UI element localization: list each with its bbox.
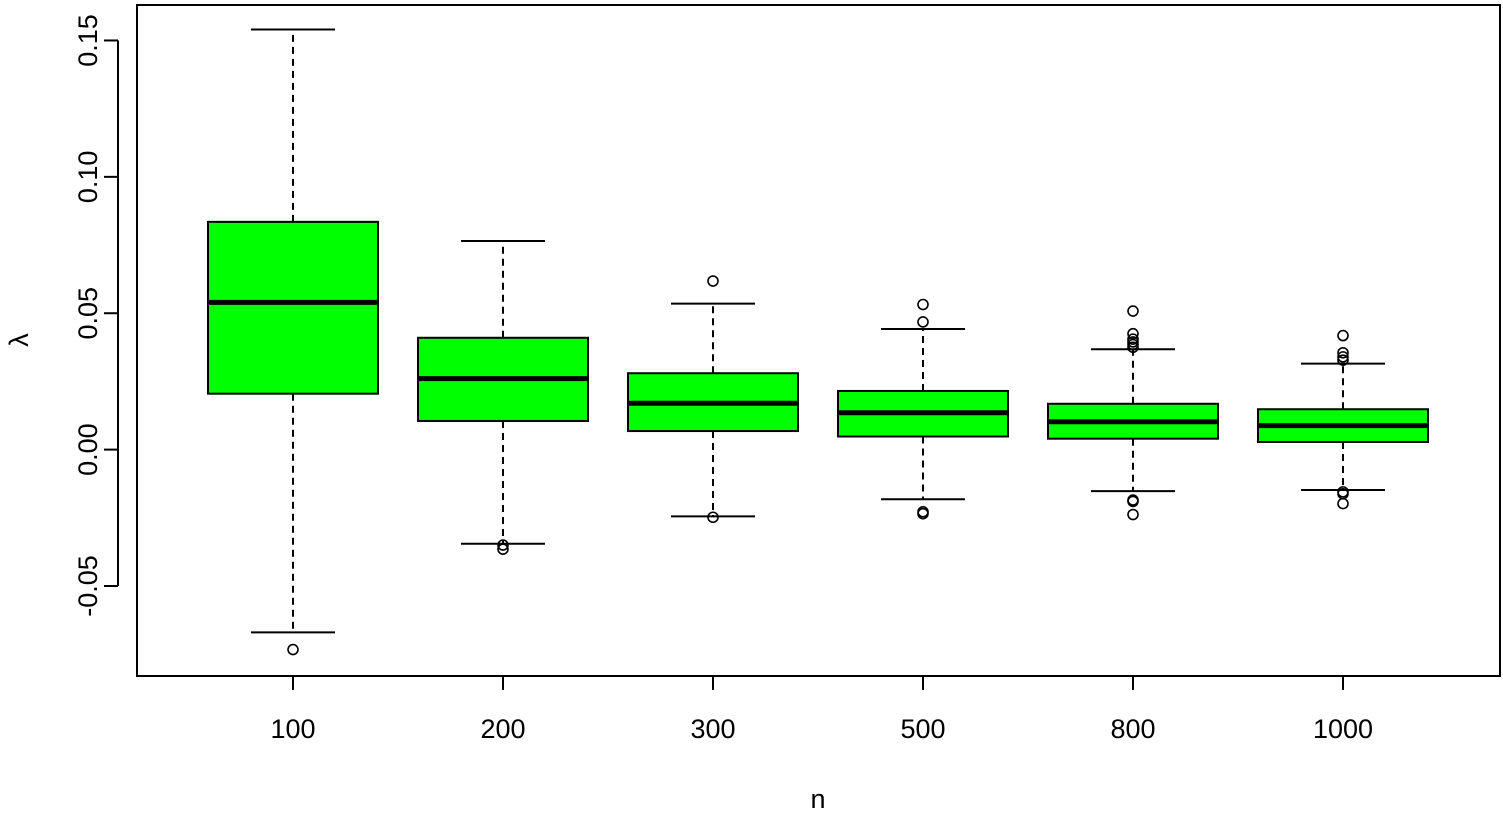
y-tick-label: 0.10 [73, 151, 103, 204]
x-tick-label: 100 [270, 714, 315, 744]
x-tick-label: 500 [900, 714, 945, 744]
outlier-point [1337, 354, 1349, 366]
box-iqr [207, 220, 379, 395]
outlier-point [1127, 495, 1139, 508]
y-tick-label: 0.05 [73, 287, 103, 340]
box-group-800 [1047, 305, 1219, 521]
outlier-point [707, 275, 719, 287]
outlier-point [1337, 329, 1349, 342]
outlier-point [917, 298, 929, 311]
y-tick-label: 0.15 [73, 14, 103, 67]
outlier-point [1337, 346, 1349, 359]
outlier-point [707, 511, 719, 524]
outlier-point [917, 316, 929, 328]
box-group-1000 [1257, 329, 1429, 510]
box-group-300 [627, 275, 799, 524]
outlier-point [1127, 341, 1139, 354]
outlier-point [497, 539, 509, 551]
outlier-point [917, 507, 929, 520]
box-group-200 [417, 239, 589, 555]
outlier-point [1127, 508, 1139, 521]
outlier-point [1337, 351, 1349, 363]
outlier-point [1337, 497, 1349, 510]
x-tick-label: 300 [690, 714, 735, 744]
y-tick-label: -0.05 [73, 555, 103, 617]
outlier-point [1127, 327, 1139, 340]
outlier-point [287, 643, 299, 656]
outlier-point [1127, 305, 1139, 317]
x-tick-label: 800 [1110, 714, 1155, 744]
x-tick-label: 1000 [1313, 714, 1373, 744]
x-tick-label: 200 [480, 714, 525, 744]
x-axis-title: n [810, 784, 825, 813]
box-group-500 [837, 298, 1009, 520]
boxes-layer [207, 28, 1429, 656]
outlier-point [497, 543, 509, 555]
box-group-100 [207, 28, 379, 656]
y-axis: -0.05 0.00 0.05 0.10 0.15 [73, 14, 119, 617]
y-tick-label: 0.00 [73, 423, 103, 476]
y-axis-title: λ [4, 333, 34, 347]
x-axis: 100 200 300 500 800 1000 [270, 675, 1373, 744]
